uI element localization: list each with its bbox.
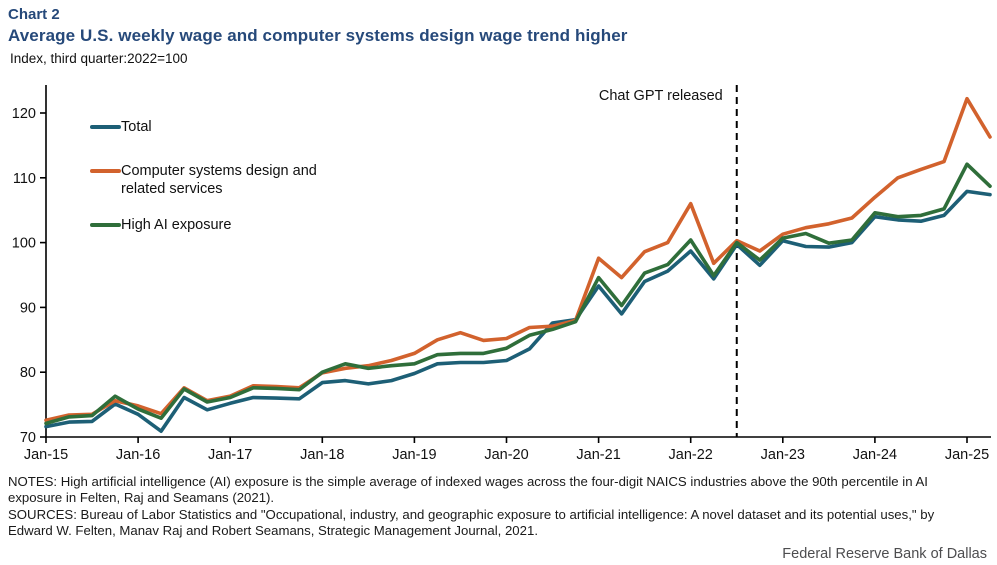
series-line-total <box>44 189 992 434</box>
x-axis-tick-label: Jan-20 <box>484 447 528 463</box>
plot-area: 70 80 90 100 110 120 Jan-15 Jan-16 Jan-17 Jan-18 J… <box>0 72 997 467</box>
y-axis-tick-label: 110 <box>13 171 36 187</box>
notes-text: NOTES: High artificial intelligence (AI)… <box>8 474 928 506</box>
y-axis-tick-label: 120 <box>12 106 36 122</box>
x-axis-tick-label: Jan-19 <box>392 447 436 463</box>
legend-label-high-ai: High AI exposure <box>121 217 232 234</box>
high-ai-line-swatch-icon <box>90 223 121 228</box>
x-axis-tick-label: Jan-21 <box>576 447 620 463</box>
y-axis-tick-label: 70 <box>20 430 36 446</box>
y-axis-tick-label: 100 <box>12 236 36 252</box>
series-line-high-ai <box>44 162 992 426</box>
legend-label-computer-systems: Computer systems design and related serv… <box>121 163 317 198</box>
x-axis-tick-label: Jan-24 <box>853 447 897 463</box>
chatgpt-release-annotation: Chat GPT released <box>599 88 723 104</box>
legend-item-high-ai: High AI exposure <box>90 216 360 234</box>
x-axis-tick-label: Jan-23 <box>761 447 805 463</box>
chart-notes: NOTES: High artificial intelligence (AI)… <box>8 474 966 540</box>
x-axis-tick-label: Jan-25 <box>945 447 989 463</box>
x-axis-tick-label: Jan-16 <box>116 447 160 463</box>
y-axis-tick-label: 80 <box>20 365 36 381</box>
legend-item-computer-systems: Computer systems design and related serv… <box>90 162 360 198</box>
sources-text: SOURCES: Bureau of Labor Statistics and … <box>8 507 935 539</box>
chart-subtitle: Index, third quarter:2022=100 <box>10 50 188 66</box>
computer-systems-line-swatch-icon <box>90 169 121 174</box>
x-axis-tick-label: Jan-18 <box>300 447 344 463</box>
attribution-footer: Federal Reserve Bank of Dallas <box>782 546 987 562</box>
y-axis-tick-label: 90 <box>20 300 36 316</box>
chart-legend: Total Computer systems design and relate… <box>90 118 360 261</box>
x-axis-tick-label: Jan-17 <box>208 447 252 463</box>
x-axis-tick-label: Jan-15 <box>24 447 68 463</box>
chart-header: Chart 2 Average U.S. weekly wage and com… <box>8 6 988 66</box>
total-line-swatch-icon <box>90 125 121 129</box>
x-axis-tick-label: Jan-22 <box>669 447 713 463</box>
chart-title: Average U.S. weekly wage and computer sy… <box>8 25 628 45</box>
wage-line-chart-svg: 70 80 90 100 110 120 Jan-15 Jan-16 Jan-17 Jan-18 J… <box>12 85 992 463</box>
legend-label-total: Total <box>121 119 152 135</box>
legend-item-total: Total <box>90 118 360 136</box>
chart-number-label: Chart 2 <box>8 6 60 23</box>
